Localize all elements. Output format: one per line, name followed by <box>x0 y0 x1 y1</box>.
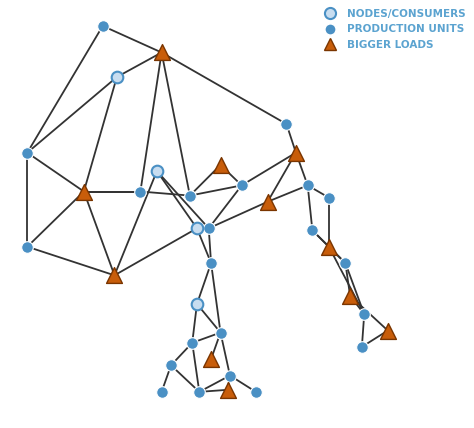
Point <box>283 121 290 128</box>
Point <box>193 300 201 307</box>
Point <box>111 272 118 279</box>
Point <box>292 149 300 156</box>
Point <box>238 182 246 189</box>
Point <box>325 243 333 250</box>
Point <box>304 182 311 189</box>
Point <box>80 188 88 195</box>
Point <box>384 327 392 334</box>
Point <box>99 23 107 30</box>
Point <box>158 389 165 395</box>
Point <box>167 362 175 369</box>
Point <box>189 339 196 346</box>
Point <box>207 356 215 363</box>
Point <box>360 311 368 318</box>
Point <box>358 343 365 350</box>
Point <box>207 260 215 267</box>
Point <box>24 243 31 250</box>
Point <box>309 227 316 234</box>
Point <box>224 386 231 393</box>
Point <box>325 194 333 201</box>
Point <box>153 168 161 175</box>
Legend: NODES/CONSUMERS, PRODUCTION UNITS, BIGGER LOADS: NODES/CONSUMERS, PRODUCTION UNITS, BIGGE… <box>318 6 467 52</box>
Point <box>195 389 203 395</box>
Point <box>137 188 144 195</box>
Point <box>217 329 224 336</box>
Point <box>226 372 234 379</box>
Point <box>205 225 212 232</box>
Point <box>342 260 349 267</box>
Point <box>186 192 194 199</box>
Point <box>193 225 201 232</box>
Point <box>264 198 272 205</box>
Point <box>346 292 354 299</box>
Point <box>252 389 260 395</box>
Point <box>158 49 165 56</box>
Point <box>113 74 120 80</box>
Point <box>24 149 31 156</box>
Point <box>217 161 224 168</box>
